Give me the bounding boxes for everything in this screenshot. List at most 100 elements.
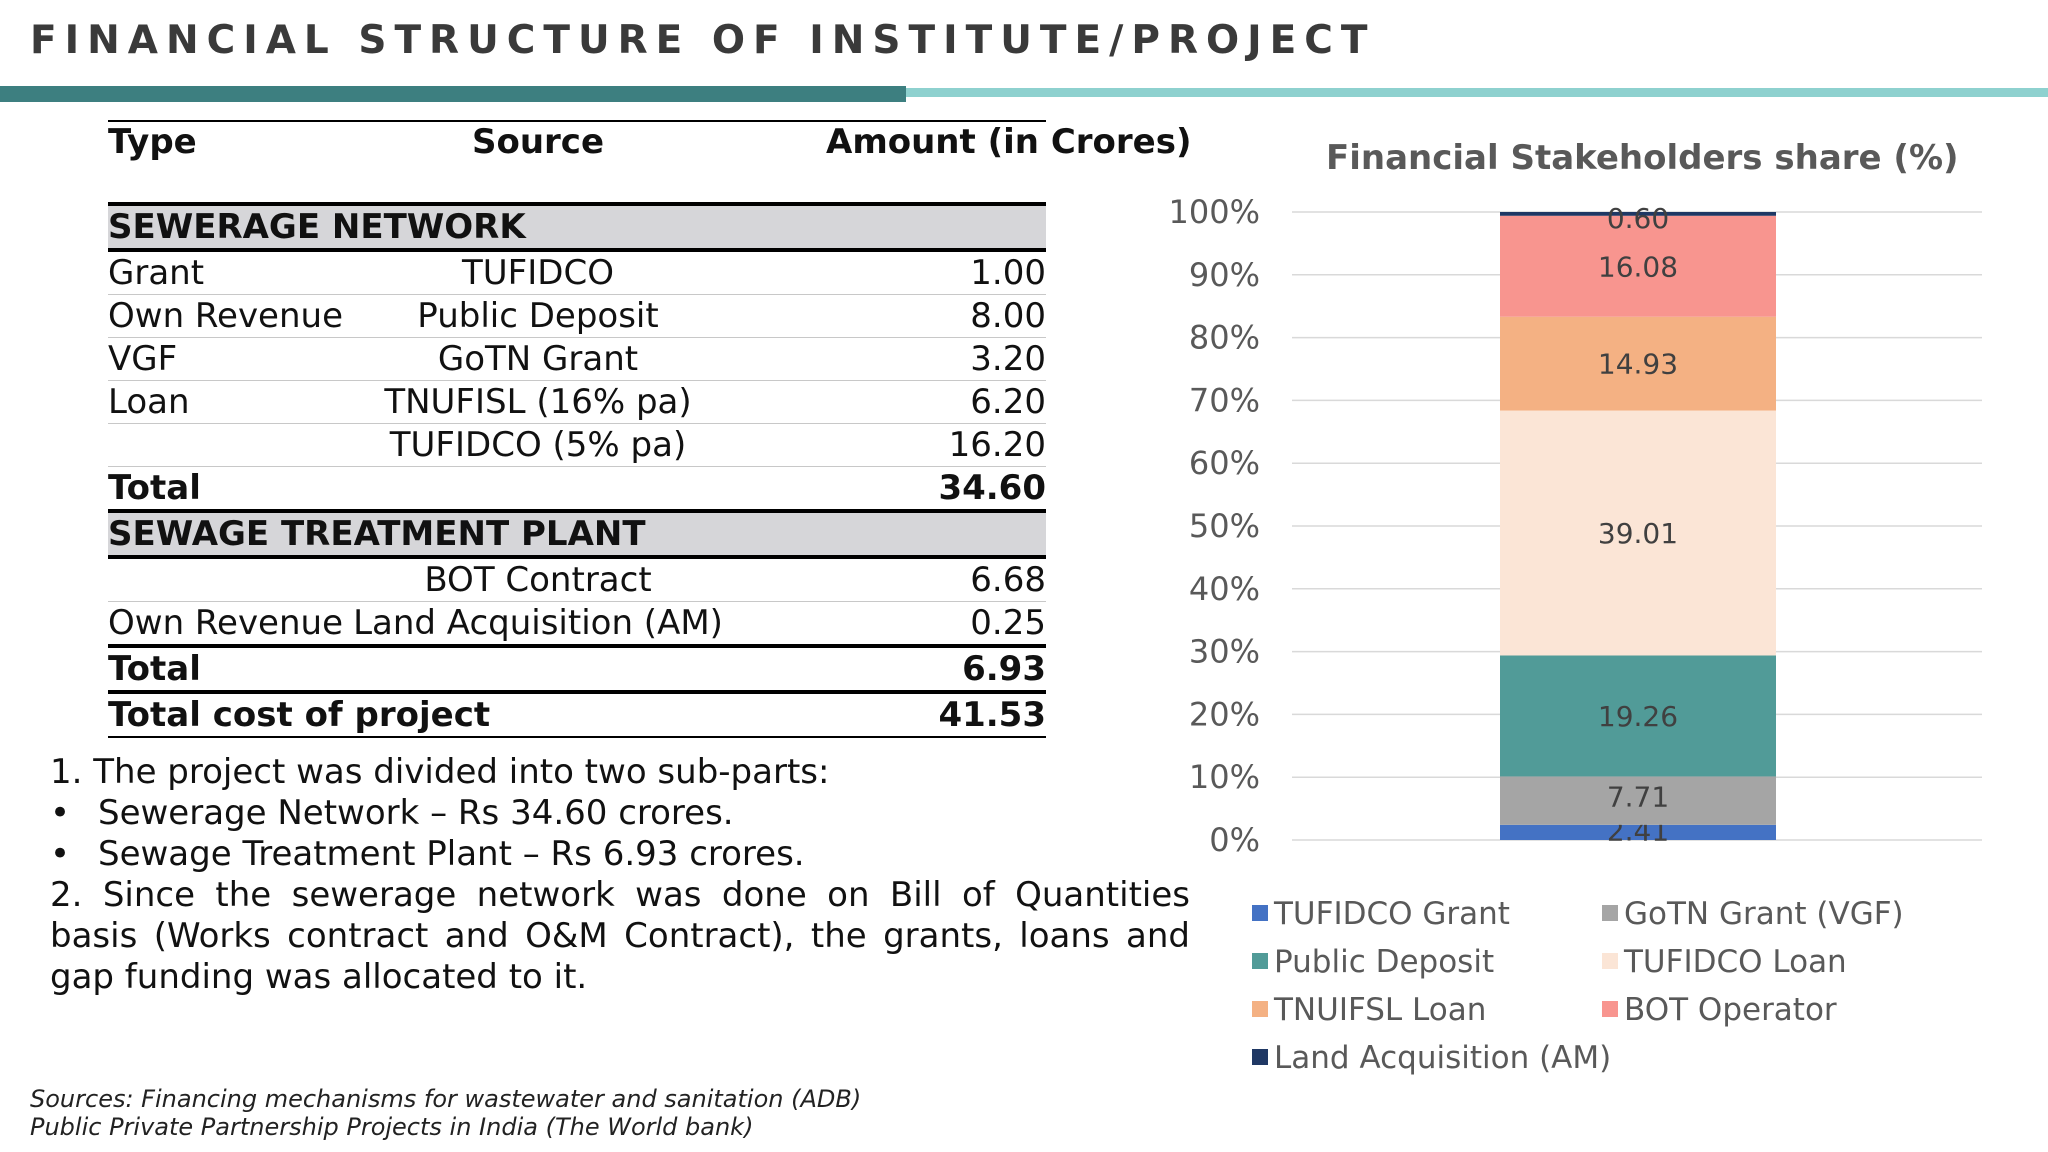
cell-amount: 8.00 [970, 296, 1046, 336]
cell-source: TNUFISL (16% pa) [384, 382, 692, 422]
bar-segment [1500, 212, 1776, 216]
table-row: TUFIDCO (5% pa) 16.20 [108, 424, 1046, 467]
total-amount: 6.93 [962, 649, 1046, 689]
legend-swatch [1252, 952, 1268, 969]
table-header: Type Source Amount (in Crores) [108, 120, 1192, 206]
bar-segment [1500, 215, 1776, 317]
y-tick-label: 60% [1189, 444, 1260, 482]
header-type: Type [108, 122, 197, 162]
section-title: SEWERAGE NETWORK [108, 207, 526, 247]
legend-swatch [1252, 1048, 1268, 1065]
header-source: Source [471, 122, 605, 162]
legend-label: TNUIFSL Loan [1274, 992, 1487, 1028]
y-tick-label: 30% [1189, 633, 1260, 671]
bar-segment [1500, 776, 1776, 825]
legend-item: TUFIDCO Loan [1602, 938, 1847, 986]
bullet-icon: • [50, 793, 71, 833]
cell-source: BOT Contract [424, 560, 652, 600]
legend-swatch [1602, 952, 1618, 969]
bar-segment [1500, 824, 1776, 840]
legend-item: TNUIFSL Loan [1252, 986, 1486, 1034]
cell-amount: 6.68 [970, 560, 1046, 600]
cell-source: TUFIDCO [462, 253, 614, 293]
section-sewerage-network: SEWERAGE NETWORK [108, 206, 1046, 252]
financial-table: Type Source Amount (in Crores) SEWERAGE … [108, 120, 1192, 738]
cell-amount: 1.00 [970, 253, 1046, 293]
legend-item: GoTN Grant (VGF) [1602, 890, 1904, 938]
table-row: Own Revenue Public Deposit 8.00 [108, 295, 1046, 338]
source-line-2: Public Private Partnership Projects in I… [30, 1113, 754, 1141]
table-row-total: Total 34.60 [108, 467, 1046, 513]
title-underline-light [906, 88, 2048, 97]
legend-item: Land Acquisition (AM) [1252, 1034, 1611, 1082]
table-row: Loan TNUFISL (16% pa) 6.20 [108, 381, 1046, 424]
legend-label: Land Acquisition (AM) [1274, 1040, 1612, 1076]
legend-item: Public Deposit [1252, 938, 1494, 986]
note-1: 1. The project was divided into two sub-… [50, 752, 830, 792]
y-tick-label: 40% [1189, 570, 1260, 608]
cell-type: Grant [108, 253, 205, 293]
notes: 1. The project was divided into two sub-… [50, 752, 1190, 998]
cell-type: Loan [108, 382, 190, 422]
source-line-1: Sources: Financing mechanisms for wastew… [30, 1085, 862, 1113]
section-title: SEWAGE TREATMENT PLANT [108, 514, 646, 554]
y-tick-label: 90% [1189, 256, 1260, 294]
note-bullet-2: • Sewage Treatment Plant – Rs 6.93 crores… [50, 834, 1190, 875]
page-title: FINANCIAL STRUCTURE OF INSTITUTE/PROJECT [30, 18, 1376, 63]
data-label: 7.71 [1607, 781, 1669, 814]
y-tick-label: 50% [1189, 507, 1260, 545]
bar-segment [1500, 655, 1776, 777]
legend-swatch [1602, 904, 1618, 921]
table-row: Grant TUFIDCO 1.00 [108, 252, 1046, 295]
legend-swatch [1252, 1000, 1268, 1017]
table-row-grand-total: Total cost of project 41.53 [108, 694, 1046, 738]
y-tick-label: 20% [1189, 695, 1260, 733]
cell-amount: 16.20 [948, 425, 1046, 465]
y-tick-label: 70% [1189, 381, 1260, 419]
data-label: 0.60 [1607, 202, 1669, 235]
bullet-text: Sewerage Network – Rs 34.60 crores. [98, 793, 734, 833]
grand-total-amount: 41.53 [938, 695, 1046, 735]
cell-type: Own Revenue [108, 296, 343, 336]
chart-title: Financial Stakeholders share (%) [1326, 138, 1959, 178]
total-amount: 34.60 [938, 468, 1046, 508]
legend-label: TUFIDCO Grant [1274, 896, 1510, 932]
cell-amount: 6.20 [970, 382, 1046, 422]
data-label: 14.93 [1598, 348, 1678, 381]
cell-source: Land Acquisition (AM) [353, 603, 723, 643]
table-row: Own Revenue Land Acquisition (AM) 0.25 [108, 602, 1046, 648]
legend-label: TUFIDCO Loan [1624, 944, 1847, 980]
y-tick-label: 0% [1209, 821, 1260, 859]
total-label: Total [108, 649, 201, 689]
bullet-text: Sewage Treatment Plant – Rs 6.93 crores. [98, 834, 805, 874]
table-row: BOT Contract 6.68 [108, 559, 1046, 602]
legend-label: BOT Operator [1624, 992, 1837, 1028]
total-label: Total [108, 468, 201, 508]
y-tick-label: 10% [1189, 758, 1260, 796]
legend-item: TUFIDCO Grant [1252, 890, 1510, 938]
cell-type: Own Revenue [108, 603, 343, 643]
stacked-bar-chart: 0%10%20%30%40%50%60%70%80%90%100%2.417.7… [1169, 193, 1982, 859]
y-tick-label: 100% [1169, 193, 1260, 231]
legend-swatch [1252, 904, 1268, 921]
note-2: 2. Since the sewerage network was done o… [50, 875, 1190, 997]
cell-amount: 3.20 [970, 339, 1046, 379]
data-label: 39.01 [1598, 517, 1678, 550]
legend-item: BOT Operator [1602, 986, 1837, 1034]
section-sewage-treatment-plant: SEWAGE TREATMENT PLANT [108, 513, 1046, 559]
y-tick-label: 80% [1189, 319, 1260, 357]
data-label: 16.08 [1598, 250, 1678, 283]
grand-total-label: Total cost of project [108, 695, 491, 735]
bullet-icon: • [50, 834, 71, 874]
legend-swatch [1602, 1000, 1618, 1017]
bar-segment [1500, 410, 1776, 656]
data-label: 19.26 [1598, 700, 1678, 733]
legend-label: Public Deposit [1274, 944, 1495, 980]
cell-source: GoTN Grant [437, 339, 639, 379]
title-underline-dark [0, 86, 906, 102]
legend-label: GoTN Grant (VGF) [1624, 896, 1904, 932]
sources: Sources: Financing mechanisms for wastew… [30, 1085, 861, 1141]
cell-type: VGF [108, 339, 178, 379]
cell-source: Public Deposit [417, 296, 659, 336]
table-row-total: Total 6.93 [108, 648, 1046, 694]
